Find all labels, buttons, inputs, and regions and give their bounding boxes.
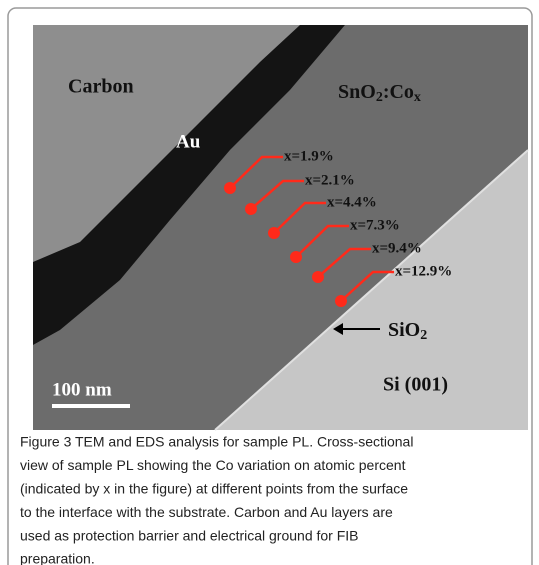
marker-dot — [245, 203, 257, 215]
carbon-label: Carbon — [68, 76, 134, 98]
scale-bar-label: 100 nm — [52, 379, 112, 400]
point-label: x=12.9% — [395, 263, 452, 279]
substrate-label: Si (001) — [383, 374, 448, 396]
point-label: x=7.3% — [350, 217, 400, 233]
marker-dot — [290, 251, 302, 263]
point-label: x=2.1% — [305, 172, 355, 188]
scale-bar — [52, 404, 130, 408]
point-label: x=9.4% — [372, 240, 422, 256]
marker-dot — [224, 182, 236, 194]
caption-line: used as protection barrier and electrica… — [20, 527, 359, 543]
marker-dot — [312, 271, 324, 283]
caption-line: preparation. — [20, 551, 95, 565]
au-label: Au — [176, 131, 201, 152]
caption-line: to the interface with the substrate. Car… — [20, 504, 393, 520]
point-label: x=1.9% — [284, 148, 334, 164]
page: {"figure": { "labels": { "carbon": "Carb… — [0, 0, 539, 565]
caption-line: (indicated by x in the figure) at differ… — [20, 481, 408, 497]
caption-line: view of sample PL showing the Co variati… — [20, 457, 406, 473]
marker-dot — [335, 295, 347, 307]
marker-dot — [268, 227, 280, 239]
figure-panel: Carbon Au SnO2:Cox SiO2 Si (001) 100 nm … — [0, 0, 539, 565]
caption-line: Figure 3 TEM and EDS analysis for sample… — [20, 434, 413, 450]
point-label: x=4.4% — [327, 194, 377, 210]
